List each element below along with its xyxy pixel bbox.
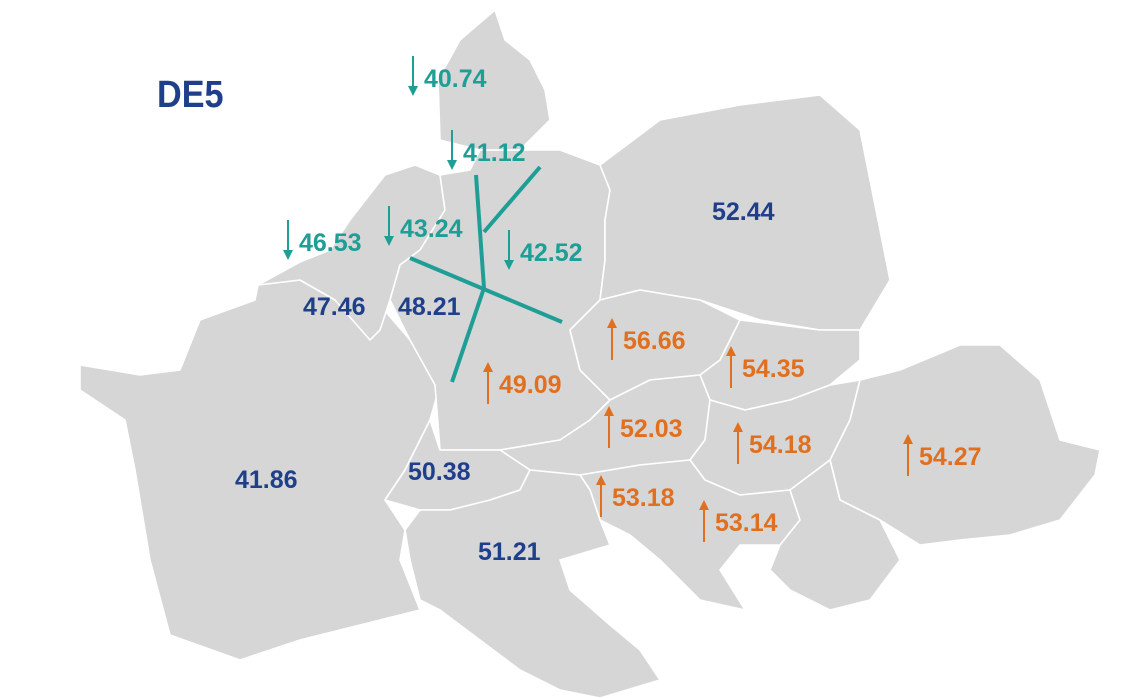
region-label-fr: 41.86 <box>235 468 298 493</box>
region-value: 52.44 <box>712 198 775 226</box>
region-value: 54.18 <box>749 431 812 459</box>
region-label-fr-n: 47.46 <box>303 295 366 320</box>
arrow-up-icon <box>483 362 493 409</box>
arrow-down-icon <box>447 130 457 177</box>
region-label-dk2: 41.12 <box>447 130 526 177</box>
region-label-dk1: 40.74 <box>408 56 487 103</box>
arrow-up-icon <box>699 500 709 547</box>
arrow-up-icon <box>596 475 606 522</box>
region-value: 40.74 <box>424 65 487 93</box>
arrow-down-icon <box>408 56 418 103</box>
region-label-hr: 53.14 <box>699 500 778 547</box>
arrow-up-icon <box>903 434 913 481</box>
region-value: 46.53 <box>299 229 362 257</box>
region-value: 52.03 <box>620 415 683 443</box>
country-denmark <box>437 9 551 151</box>
region-label-de-s: 49.09 <box>483 362 562 409</box>
region-value: 48.21 <box>398 293 461 321</box>
split-line-4 <box>450 287 486 383</box>
region-label-nl: 43.24 <box>384 206 463 253</box>
region-label-de-w: 48.21 <box>398 295 461 320</box>
region-label-ch: 50.38 <box>408 460 471 485</box>
split-line-3 <box>409 256 563 324</box>
region-label-hu: 54.18 <box>733 422 812 469</box>
split-line-1 <box>474 174 486 289</box>
split-line-2 <box>482 165 542 234</box>
country-italy <box>404 469 661 698</box>
region-value: 42.52 <box>520 239 583 267</box>
region-value: 41.12 <box>463 139 526 167</box>
region-value: 53.14 <box>715 509 778 537</box>
zone-split-lines <box>409 165 563 383</box>
arrow-up-icon <box>733 422 743 469</box>
region-value: 41.86 <box>235 466 298 494</box>
region-label-be: 46.53 <box>283 220 362 267</box>
region-value: 49.09 <box>499 371 562 399</box>
arrow-down-icon <box>283 220 293 267</box>
region-label-si: 53.18 <box>596 475 675 522</box>
region-value: 53.18 <box>612 484 675 512</box>
region-value: 43.24 <box>400 215 463 243</box>
region-label-ro: 54.27 <box>903 434 982 481</box>
arrow-down-icon <box>384 206 394 253</box>
region-label-sk: 54.35 <box>726 346 805 393</box>
region-value: 47.46 <box>303 293 366 321</box>
arrow-up-icon <box>726 346 736 393</box>
arrow-down-icon <box>504 230 514 277</box>
region-value: 54.35 <box>742 355 805 383</box>
region-label-at: 52.03 <box>604 406 683 453</box>
region-label-de-ne: 42.52 <box>504 230 583 277</box>
arrow-up-icon <box>607 318 617 365</box>
region-value: 54.27 <box>919 443 982 471</box>
region-label-pl: 52.44 <box>712 200 775 225</box>
land-shapes <box>79 9 1101 698</box>
country-balkans <box>769 459 901 611</box>
region-value: 51.21 <box>478 538 541 566</box>
region-label-cz: 56.66 <box>607 318 686 365</box>
arrow-up-icon <box>604 406 614 453</box>
region-label-it: 51.21 <box>478 540 541 565</box>
map-title: DE5 <box>157 74 224 116</box>
region-value: 50.38 <box>408 458 471 486</box>
country-slovenia-croatia <box>579 459 801 611</box>
region-value: 56.66 <box>623 327 686 355</box>
